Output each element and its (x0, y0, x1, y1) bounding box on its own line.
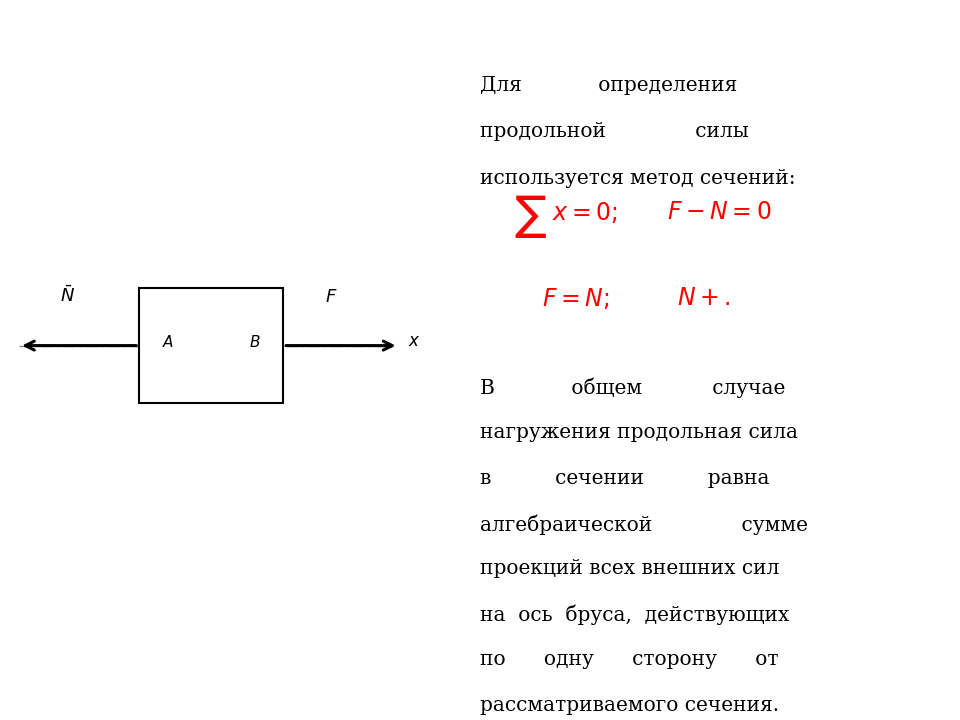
Text: $F = N;$: $F = N;$ (542, 287, 610, 311)
Text: Для            определения: Для определения (480, 76, 737, 94)
Text: $x = 0;$: $x = 0;$ (552, 200, 617, 225)
Text: используется метод сечений:: используется метод сечений: (480, 169, 796, 188)
Text: $F - N = 0$: $F - N = 0$ (667, 201, 772, 224)
Text: $A$: $A$ (162, 334, 174, 350)
Text: $\bar{N}$: $\bar{N}$ (60, 285, 75, 306)
Text: $N +.$: $N +.$ (677, 287, 731, 310)
Text: $B$: $B$ (249, 334, 260, 350)
Text: продольной              силы: продольной силы (480, 122, 749, 141)
Text: В            общем           случае: В общем случае (480, 378, 785, 398)
Text: $\sum$: $\sum$ (514, 192, 546, 240)
Text: $x$: $x$ (408, 333, 420, 351)
Text: проекций всех внешних сил: проекций всех внешних сил (480, 559, 780, 578)
Text: алгебраической              сумме: алгебраической сумме (480, 514, 808, 534)
Bar (139, 288, 283, 403)
Text: на  ось  бруса,  действующих: на ось бруса, действующих (480, 605, 789, 625)
Text: рассматриваемого сечения.: рассматриваемого сечения. (480, 696, 780, 714)
Text: нагружения продольная сила: нагружения продольная сила (480, 423, 798, 442)
Text: в          сечении          равна: в сечении равна (480, 469, 770, 487)
Text: $F$: $F$ (324, 288, 338, 306)
Text: по      одну      сторону      от: по одну сторону от (480, 650, 779, 669)
